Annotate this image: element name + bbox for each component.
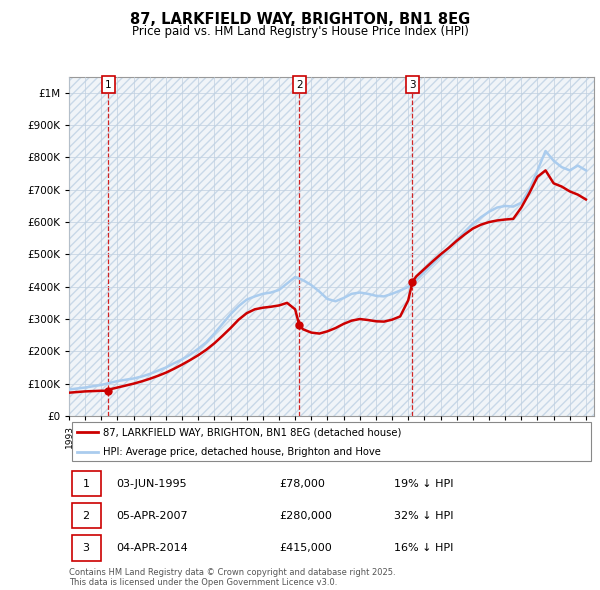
FancyBboxPatch shape (71, 535, 101, 560)
Text: Price paid vs. HM Land Registry's House Price Index (HPI): Price paid vs. HM Land Registry's House … (131, 25, 469, 38)
Text: 3: 3 (83, 543, 89, 553)
Text: £280,000: £280,000 (279, 511, 332, 521)
Text: Contains HM Land Registry data © Crown copyright and database right 2025.
This d: Contains HM Land Registry data © Crown c… (69, 568, 395, 587)
Text: 3: 3 (409, 80, 416, 90)
Text: HPI: Average price, detached house, Brighton and Hove: HPI: Average price, detached house, Brig… (103, 447, 381, 457)
Text: 1: 1 (83, 478, 89, 489)
Text: 16% ↓ HPI: 16% ↓ HPI (395, 543, 454, 553)
Text: £415,000: £415,000 (279, 543, 332, 553)
Text: 87, LARKFIELD WAY, BRIGHTON, BN1 8EG (detached house): 87, LARKFIELD WAY, BRIGHTON, BN1 8EG (de… (103, 427, 401, 437)
FancyBboxPatch shape (71, 503, 101, 529)
Text: 2: 2 (83, 511, 89, 521)
Text: 04-APR-2014: 04-APR-2014 (116, 543, 188, 553)
Text: 19% ↓ HPI: 19% ↓ HPI (395, 478, 454, 489)
Text: £78,000: £78,000 (279, 478, 325, 489)
Text: 05-APR-2007: 05-APR-2007 (116, 511, 188, 521)
FancyBboxPatch shape (71, 422, 592, 461)
Text: 2: 2 (296, 80, 302, 90)
Text: 03-JUN-1995: 03-JUN-1995 (116, 478, 187, 489)
Text: 87, LARKFIELD WAY, BRIGHTON, BN1 8EG: 87, LARKFIELD WAY, BRIGHTON, BN1 8EG (130, 12, 470, 27)
FancyBboxPatch shape (71, 471, 101, 496)
Text: 1: 1 (105, 80, 112, 90)
Text: 32% ↓ HPI: 32% ↓ HPI (395, 511, 454, 521)
